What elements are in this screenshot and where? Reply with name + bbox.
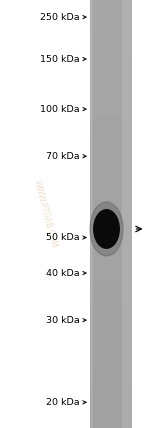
Text: 50 kDa: 50 kDa [46,233,80,242]
Text: 150 kDa: 150 kDa [40,54,80,64]
Text: 20 kDa: 20 kDa [46,398,80,407]
Ellipse shape [90,202,123,256]
Text: WWW.PTGAB.COM: WWW.PTGAB.COM [32,179,58,249]
Text: 30 kDa: 30 kDa [46,315,80,325]
Text: 250 kDa: 250 kDa [40,12,80,22]
Ellipse shape [94,210,119,248]
Text: 70 kDa: 70 kDa [46,152,80,161]
Text: 40 kDa: 40 kDa [46,268,80,278]
Text: 100 kDa: 100 kDa [40,104,80,114]
